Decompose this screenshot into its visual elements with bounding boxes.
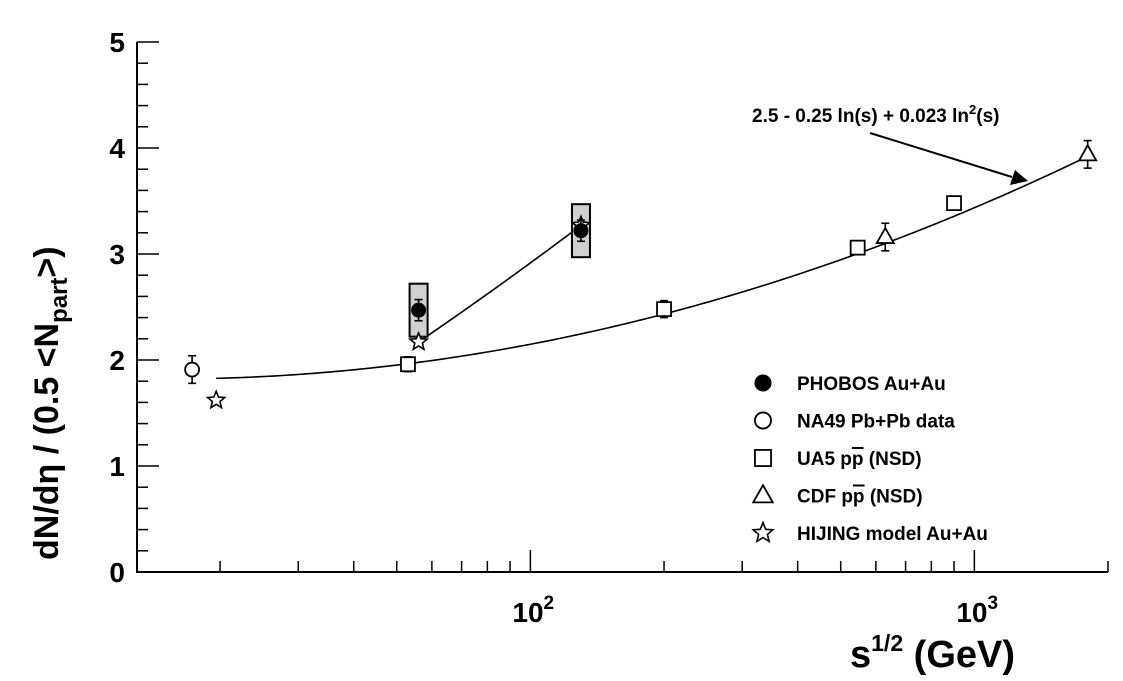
x-tick-label: 103 xyxy=(956,593,998,628)
y-tick-label: 1 xyxy=(109,451,125,482)
legend-label: NA49 Pb+Pb data xyxy=(797,412,955,433)
y-tick-label: 0 xyxy=(109,557,125,588)
open-square-point xyxy=(849,239,866,256)
axes: 0 1 2 3 4 5 102 103 xyxy=(109,27,1109,628)
open-square-point xyxy=(946,195,962,212)
open-star-point xyxy=(205,389,227,410)
legend-marker-open-circle xyxy=(754,411,772,430)
open-star-point xyxy=(407,330,430,352)
y-tick-label: 3 xyxy=(109,239,125,270)
legend-marker-open-square xyxy=(754,449,772,467)
formula-fit-curve xyxy=(216,153,1094,380)
legend-label: CDF pp (NSD) xyxy=(797,487,923,508)
open-square-point xyxy=(400,356,416,373)
filled-circle-point xyxy=(573,223,589,239)
hijing-fit-curve xyxy=(418,224,582,343)
x-tick-label: 102 xyxy=(512,593,554,628)
legend-marker-open-star xyxy=(751,520,775,544)
legend-marker-open-triangle xyxy=(751,483,775,504)
systematic-boxes xyxy=(408,203,591,338)
legend-marker-filled-circle xyxy=(754,374,772,392)
formula-annotation: 2.5 - 0.25 ln(s) + 0.023 ln2(s) xyxy=(752,102,1028,185)
legend: PHOBOS Au+Au NA49 Pb+Pb data UA5 pp (NSD) C… xyxy=(751,374,988,545)
legend-label: UA5 pp (NSD) xyxy=(797,449,922,470)
filled-circle-point xyxy=(411,302,427,318)
y-tick-label: 4 xyxy=(109,133,125,164)
formula-arrow xyxy=(869,132,1013,178)
open-triangle-point xyxy=(1077,143,1098,162)
y-axis-title: dN/dη / (0.5 <Npart>) xyxy=(28,246,73,560)
data-points xyxy=(184,139,1098,410)
x-axis-title: s1/2 (GeV) xyxy=(850,630,1015,676)
legend-label: HIJING model Au+Au xyxy=(797,524,988,545)
open-circle-point xyxy=(184,361,200,378)
open-triangle-point xyxy=(875,226,896,244)
formula-annotation-text: 2.5 - 0.25 ln(s) + 0.023 ln2(s) xyxy=(752,102,1000,127)
open-square-point xyxy=(656,301,672,318)
formula-arrow-head xyxy=(1010,170,1028,185)
curves xyxy=(216,153,1094,380)
legend-label: PHOBOS Au+Au xyxy=(797,374,946,395)
y-tick-label: 5 xyxy=(109,27,125,58)
y-tick-label: 2 xyxy=(109,345,125,376)
